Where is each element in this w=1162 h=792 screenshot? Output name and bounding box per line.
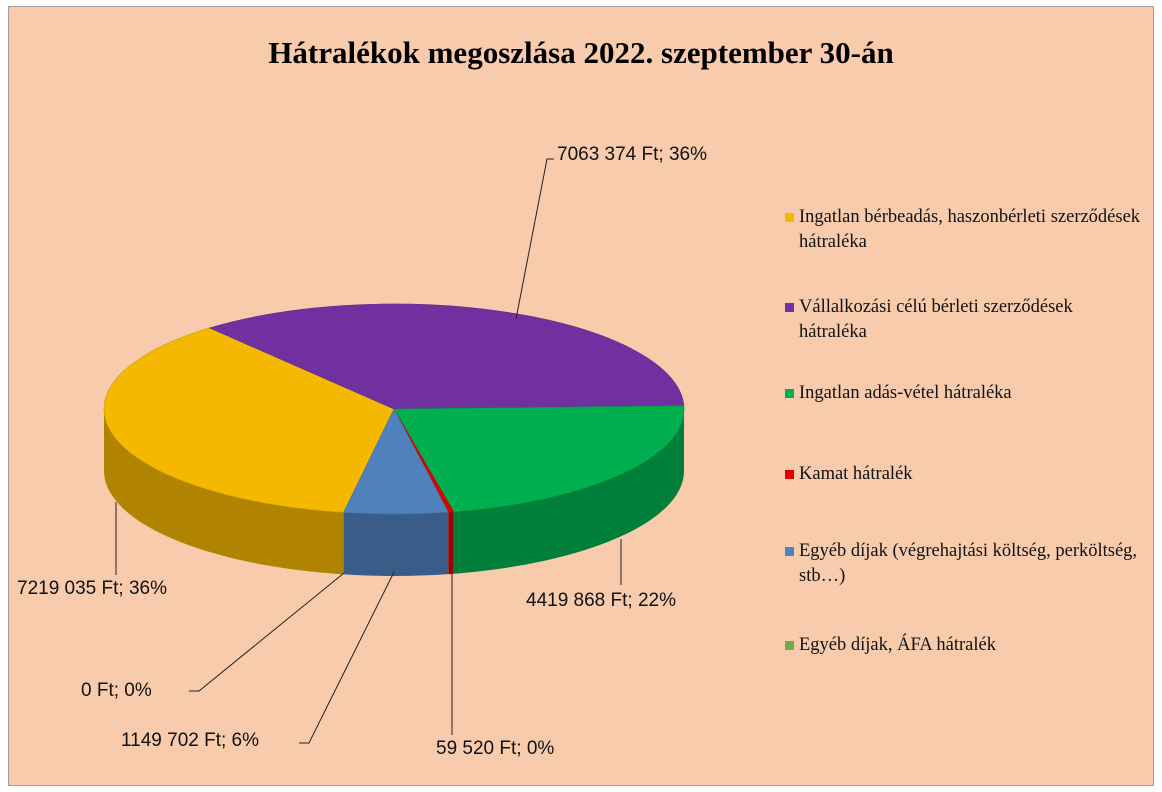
- data-label: 7063 374 Ft; 36%: [557, 144, 707, 165]
- legend-item: Ingatlan bérbeadás, haszonbérleti szerző…: [785, 205, 1145, 255]
- slice-side: [453, 409, 684, 574]
- leader-line: [515, 158, 554, 320]
- legend-swatch: [785, 303, 794, 312]
- slice-side: [343, 512, 449, 577]
- legend-label: Egyéb díjak (végrehajtási költség, perkö…: [799, 541, 1138, 586]
- slice: [208, 303, 685, 410]
- legend-swatch: [785, 547, 794, 556]
- legend-item: Kamat hátralék: [785, 462, 1145, 487]
- legend-label: Ingatlan bérbeadás, haszonbérleti szerző…: [799, 207, 1141, 252]
- legend-swatch: [785, 389, 794, 398]
- legend-item: Egyéb díjak, ÁFA hátralék: [785, 633, 1145, 658]
- legend-label: Egyéb díjak, ÁFA hátralék: [799, 635, 996, 655]
- data-label: 59 520 Ft; 0%: [436, 738, 554, 759]
- data-label: 0 Ft; 0%: [81, 680, 152, 701]
- legend-label: Ingatlan adás-vétel hátraléka: [799, 383, 1012, 403]
- legend-item: Ingatlan adás-vétel hátraléka: [785, 381, 1145, 406]
- slice: [343, 408, 449, 515]
- leader-line: [189, 572, 345, 692]
- legend-swatch: [785, 470, 794, 479]
- legend-swatch: [785, 641, 794, 650]
- slice: [393, 405, 685, 513]
- data-label: 7219 035 Ft; 36%: [17, 578, 167, 599]
- legend-label: Kamat hátralék: [799, 464, 913, 484]
- chart: 7219 035 Ft; 36% 7063 374 Ft; 36% 4419 868…: [17, 144, 707, 759]
- slice-side: [448, 511, 454, 575]
- slice-side: [104, 409, 344, 575]
- data-label: 1149 702 Ft; 6%: [121, 730, 259, 751]
- legend: Ingatlan bérbeadás, haszonbérleti szerző…: [785, 205, 1145, 658]
- legend-item: Vállalkozási célú bérleti szerződések há…: [785, 295, 1145, 345]
- data-label: 4419 868 Ft; 22%: [526, 590, 676, 611]
- legend-label: Vállalkozási célú bérleti szerződések há…: [799, 297, 1073, 342]
- legend-swatch: [785, 213, 794, 222]
- chart-area: Hátralékok megoszlása 2022. szeptember 3…: [8, 6, 1154, 786]
- chart-title: Hátralékok megoszlása 2022. szeptember 3…: [268, 35, 894, 70]
- leader-line: [299, 571, 395, 744]
- legend-item: Egyéb díjak (végrehajtási költség, perkö…: [785, 539, 1145, 589]
- slice: [103, 327, 395, 513]
